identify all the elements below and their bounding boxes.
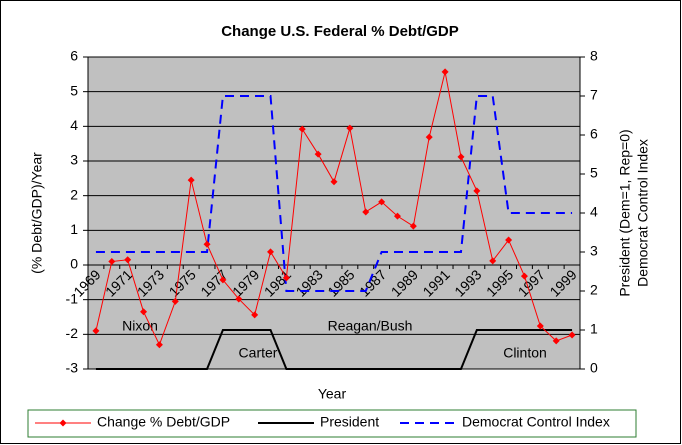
data-point [171, 297, 179, 305]
data-point [505, 236, 513, 244]
chart-title: Change U.S. Federal % Debt/GDP [221, 23, 459, 40]
legend-label: President [320, 414, 379, 430]
data-point [330, 178, 338, 186]
y-tick-label: -1 [66, 290, 79, 306]
y2-tick-label: 5 [590, 165, 598, 181]
annotation: Clinton [503, 345, 547, 361]
y-tick-label: 3 [70, 152, 78, 168]
y-tick-label: 4 [70, 117, 78, 133]
data-point [203, 240, 211, 248]
data-point [124, 256, 132, 264]
y2-tick-label: 1 [590, 321, 598, 337]
y-tick-label: 5 [70, 82, 78, 98]
data-point [219, 276, 227, 284]
data-point [473, 187, 481, 195]
y-tick-label: 0 [70, 256, 78, 272]
data-point [346, 124, 354, 132]
data-point [568, 331, 576, 339]
data-point [251, 311, 259, 319]
y-tick-label: -2 [66, 325, 79, 341]
data-point [536, 322, 544, 330]
y2-tick-label: 6 [590, 126, 598, 142]
y2-tick-label: 3 [590, 243, 598, 259]
annotation: Carter [239, 345, 278, 361]
annotation: Reagan/Bush [328, 318, 413, 334]
y2-tick-label: 7 [590, 87, 598, 103]
data-point [393, 212, 401, 220]
legend-marker [59, 419, 67, 427]
data-point [441, 68, 449, 76]
y-tick-label: -3 [66, 360, 79, 376]
y-axis-label: (% Debt/GDP)/Year [29, 152, 45, 274]
data-point [298, 125, 306, 133]
series-line [95, 329, 573, 370]
data-point [282, 274, 290, 282]
x-axis-label: Year [318, 386, 347, 402]
data-point [425, 133, 433, 141]
y2-tick-label: 8 [590, 48, 598, 64]
data-point [92, 327, 100, 335]
data-point [457, 153, 465, 161]
y2-tick-label: 0 [590, 360, 598, 376]
data-point [108, 258, 116, 266]
data-point [489, 257, 497, 265]
y2-tick-label: 2 [590, 282, 598, 298]
legend-box [27, 409, 637, 438]
y-tick-label: 1 [70, 221, 78, 237]
data-point [552, 337, 560, 345]
legend-label: Democrat Control Index [462, 414, 610, 430]
data-point [362, 208, 370, 216]
y-tick-label: 2 [70, 186, 78, 202]
series-line [95, 95, 573, 292]
data-point [235, 295, 243, 303]
y2-axis-label: President (Dem=1, Rep=0) [617, 129, 633, 296]
data-point [314, 150, 322, 158]
data-point [378, 198, 386, 206]
y2-axis-label: Democrat Control Index [635, 139, 651, 287]
y-tick-label: 6 [70, 48, 78, 64]
data-point [409, 222, 417, 230]
legend-label: Change % Debt/GDP [97, 414, 230, 430]
data-point [267, 248, 275, 256]
annotation: Nixon [122, 318, 158, 334]
data-point [187, 176, 195, 184]
data-point [140, 308, 148, 316]
data-point [155, 341, 163, 349]
y2-tick-label: 4 [590, 204, 598, 220]
data-point [520, 272, 528, 280]
